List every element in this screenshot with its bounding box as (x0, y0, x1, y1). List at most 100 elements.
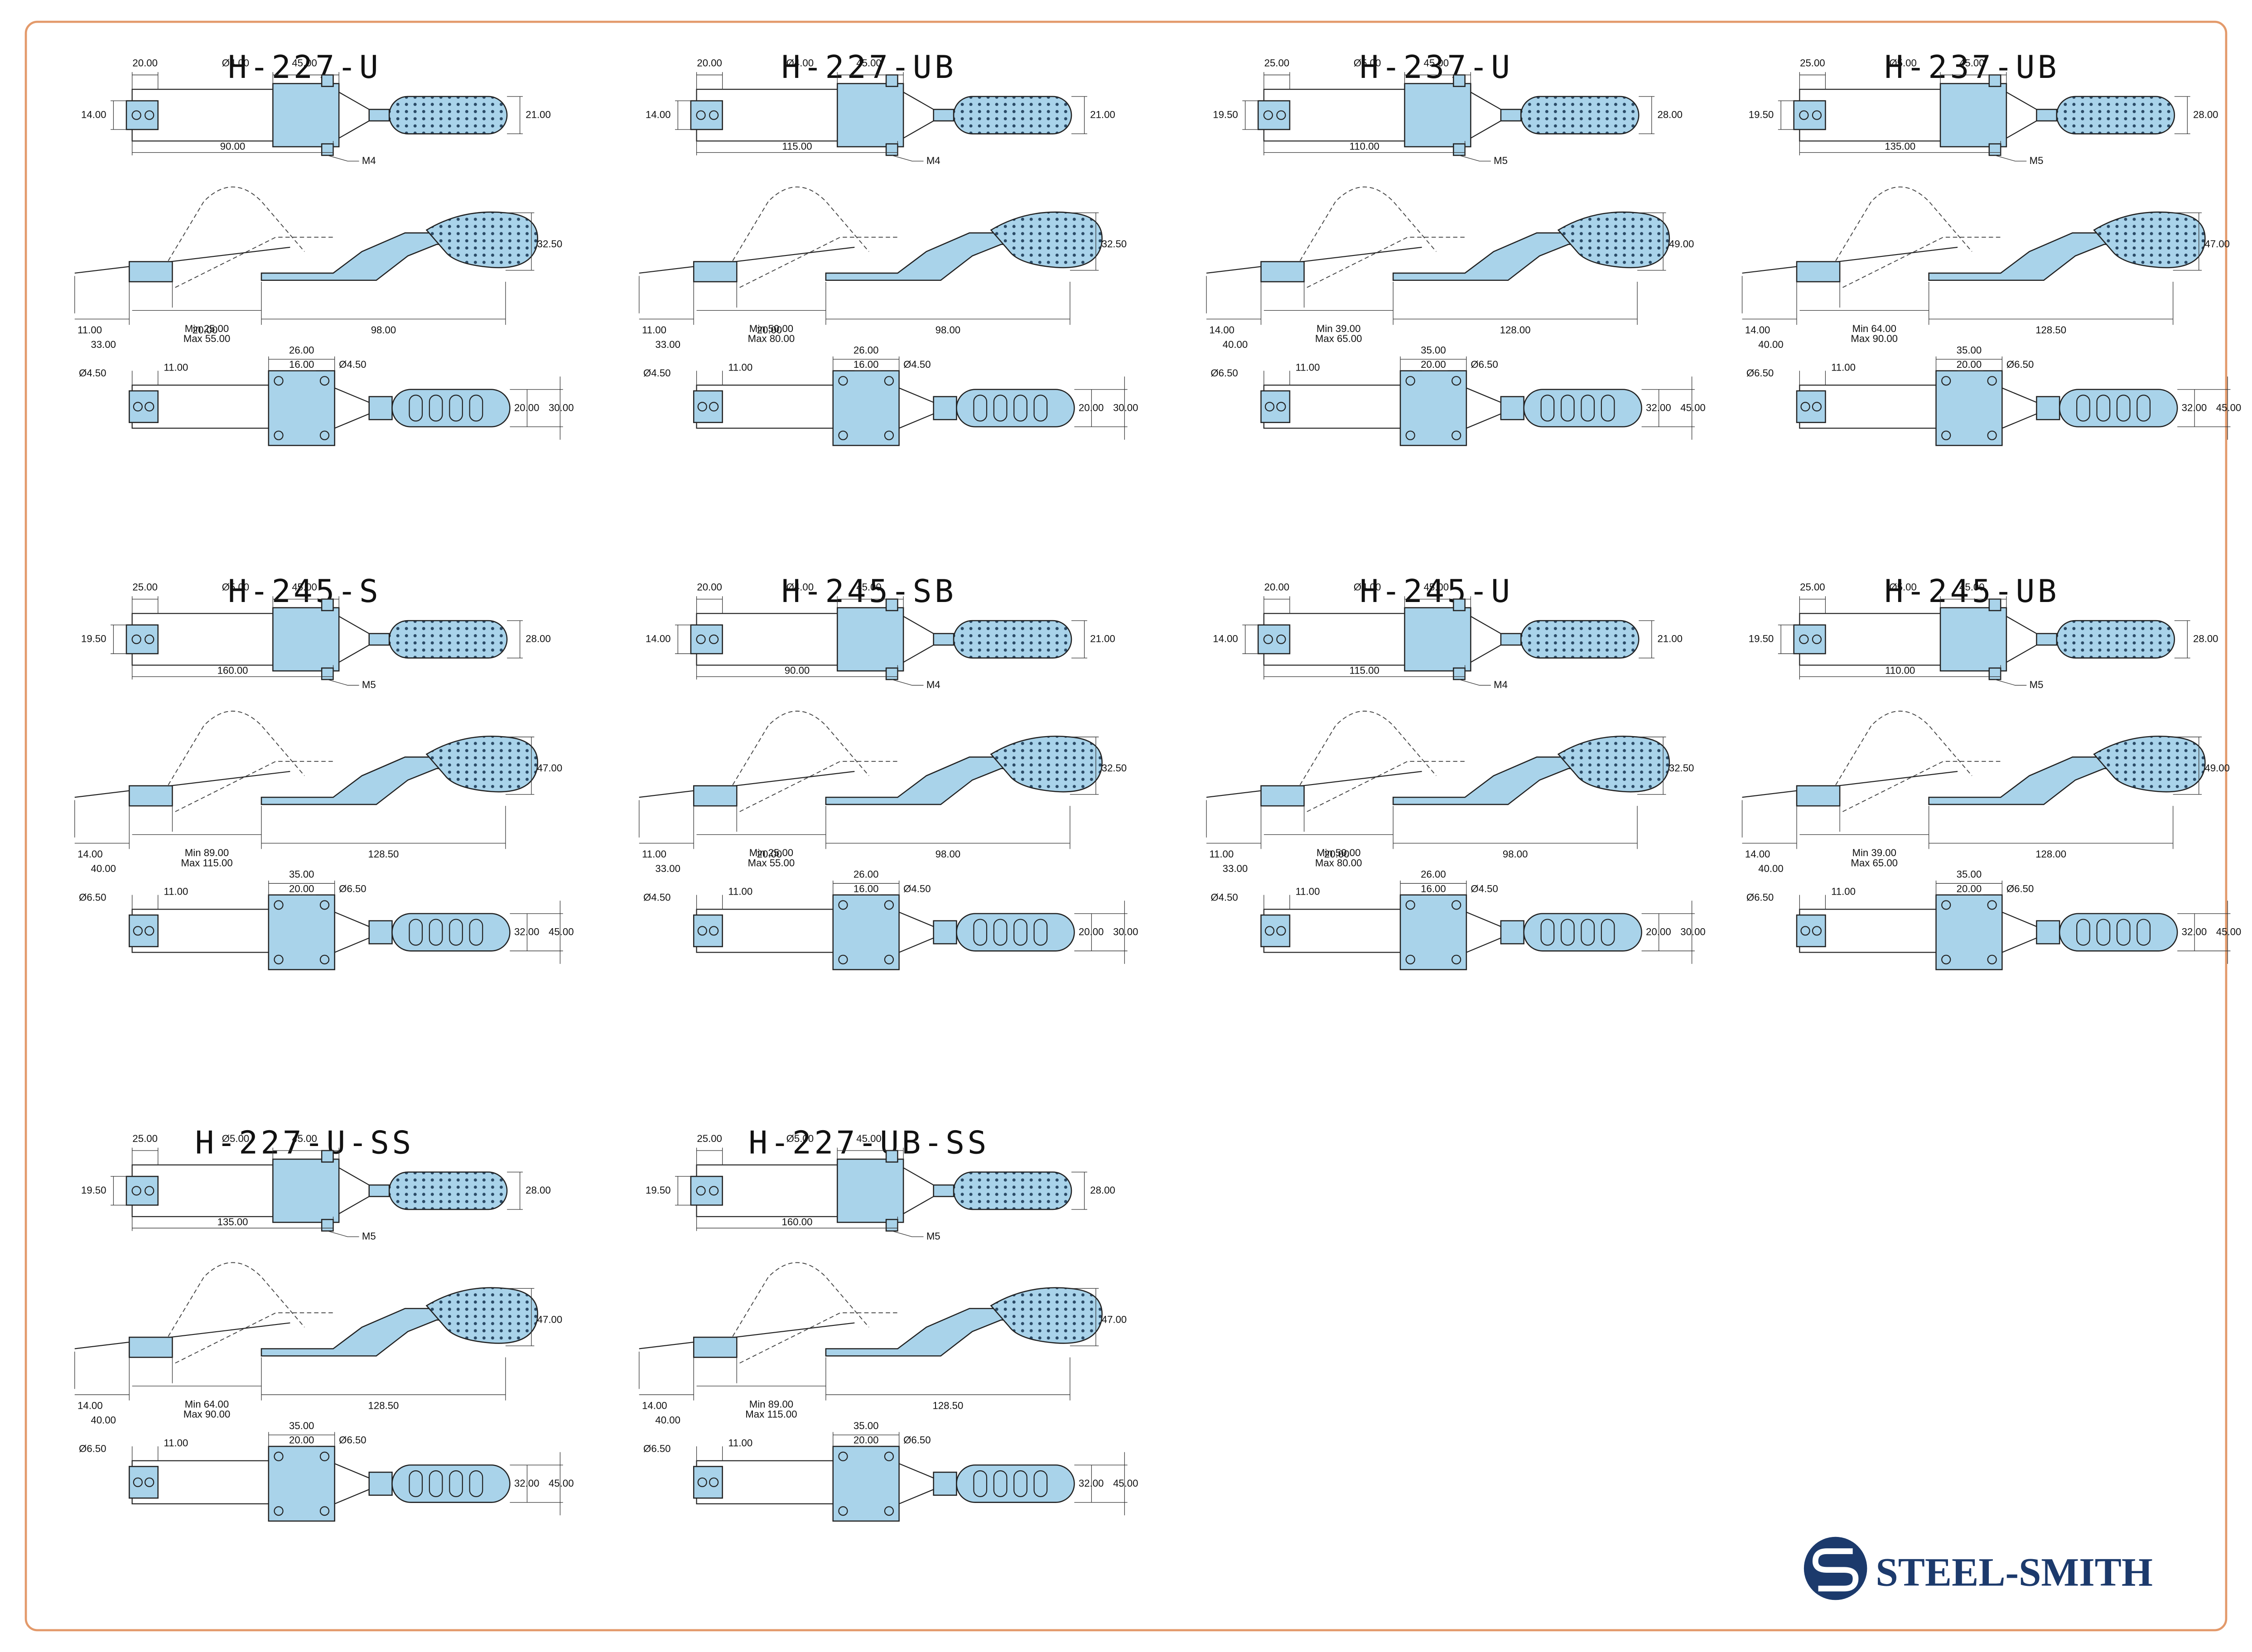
dimension-label: 45.00 (549, 926, 574, 937)
dimension-label: 20.00 (289, 883, 314, 894)
dimension-label: 20.00 (1646, 926, 1671, 937)
dimension-label: Ø6.50 (1746, 891, 1774, 903)
dimension-label: 98.00 (936, 324, 961, 336)
dimension-label: 26.00 (854, 869, 879, 880)
dimension-label: M5 (2030, 155, 2044, 166)
dimension-label: M4 (362, 155, 376, 166)
dimension-label: Ø4.00 (786, 582, 814, 593)
dimension-label: 45.00 (1113, 1478, 1138, 1489)
dimension-label: 45.00 (2216, 926, 2242, 937)
top-view (1777, 595, 2191, 686)
logo-text: STEEL-SMITH (1876, 1551, 2153, 1595)
dimension-label: 28.00 (1090, 1185, 1115, 1196)
product-card: H-227-UB 20.00 Ø4.00 45.00 14.00 21.00 115.00 M… (638, 49, 1138, 446)
dimension-label: 30.00 (1113, 402, 1138, 413)
dimension-label: 90.00 (220, 140, 246, 152)
dimension-label: 19.50 (81, 1185, 106, 1196)
dimension-label: 128.00 (1500, 324, 1531, 336)
dimension-label: Min 89.00 (185, 847, 229, 858)
dimension-label: 110.00 (1350, 140, 1379, 152)
dimension-label: 20.00 (1324, 848, 1350, 860)
dimension-label: M5 (1494, 155, 1508, 166)
product-title: H-227-UB-SS (748, 1124, 989, 1161)
dimension-label: 32.50 (1102, 762, 1127, 774)
dimension-label: 45.00 (292, 582, 317, 593)
dimension-label: 11.00 (164, 1437, 188, 1449)
dimension-label: 14.00 (646, 633, 671, 645)
side-view (638, 186, 1103, 326)
dimension-label: 128.50 (368, 1400, 399, 1411)
dimension-label: 135.00 (1885, 140, 1915, 152)
dimension-label: 11.00 (642, 324, 666, 336)
side-view (1741, 710, 2206, 850)
dimension-label: 47.00 (537, 762, 563, 774)
dimension-label: 28.00 (526, 1185, 551, 1196)
dimension-label: Ø6.50 (1210, 367, 1238, 379)
dimension-label: Min 39.00 (1852, 847, 1896, 858)
dimension-label: 20.00 (514, 402, 540, 413)
dimension-label: 30.00 (1113, 926, 1138, 937)
dimension-label: 25.00 (697, 1133, 722, 1144)
top-view (674, 595, 1088, 686)
dimension-label: Max 55.00 (183, 333, 231, 344)
dimension-label: 11.00 (1831, 362, 1856, 373)
dimension-label: 20.00 (289, 1435, 314, 1446)
product-title: H-227-UB (781, 49, 957, 86)
side-view (638, 710, 1103, 850)
dimension-label: Max 90.00 (1851, 333, 1898, 344)
side-view (74, 710, 538, 850)
side-view (1741, 186, 2206, 326)
product-title: H-245-U (1360, 573, 1513, 610)
dimension-label: M4 (1494, 679, 1508, 690)
dimension-label: Min 25.00 (749, 847, 793, 858)
dimension-label: 115.00 (1350, 665, 1379, 676)
dimension-label: Ø6.50 (1471, 359, 1498, 370)
dimension-label: 33.00 (655, 863, 680, 874)
dimension-label: 47.00 (1102, 1314, 1127, 1325)
dimension-label: 45.00 (1959, 57, 1985, 68)
dimension-label: Ø4.50 (1210, 891, 1238, 903)
dimension-label: 45.00 (292, 57, 317, 68)
dimension-label: Min 64.00 (185, 1398, 229, 1410)
dimension-label: 32.50 (1669, 762, 1694, 774)
dimension-label: 45.00 (856, 582, 882, 593)
product-card: H-245-SB 20.00 Ø4.00 45.00 14.00 21.00 90.00 M4… (638, 573, 1138, 970)
dimension-label: 32.00 (2182, 402, 2207, 413)
logo: STEEL-SMITH (1804, 1536, 2153, 1600)
dimension-label: 21.00 (1090, 109, 1115, 120)
dimension-label: 14.00 (642, 1400, 667, 1411)
dimension-label: 20.00 (1421, 359, 1446, 370)
dimension-label: 20.00 (1264, 582, 1290, 593)
side-view (1206, 186, 1670, 326)
dimension-label: 45.00 (1424, 582, 1449, 593)
dimension-label: 47.00 (537, 1314, 563, 1325)
product-title: H-237-U (1360, 49, 1513, 86)
top-view (110, 1147, 524, 1238)
dimension-label: M4 (926, 679, 940, 690)
dimension-label: 11.00 (164, 886, 188, 897)
dimension-label: M5 (362, 679, 376, 690)
dimension-label: 25.00 (132, 1133, 158, 1144)
dimension-label: Ø4.00 (786, 57, 814, 68)
dimension-label: 20.00 (1079, 926, 1104, 937)
dimension-label: 21.00 (1658, 633, 1683, 645)
dimension-label: 90.00 (785, 665, 810, 676)
product-title: H-237-UB (1884, 49, 2059, 86)
dimension-label: 45.00 (1680, 402, 1706, 413)
dimension-label: 135.00 (217, 1216, 248, 1228)
dimension-label: 49.00 (1669, 238, 1694, 250)
dimension-label: 128.00 (2035, 848, 2066, 860)
dimension-label: Min 25.00 (185, 323, 229, 334)
dimension-label: Ø6.50 (2006, 359, 2034, 370)
dimension-label: Min 50.00 (1316, 847, 1360, 858)
dimension-label: 11.00 (164, 362, 188, 373)
dimension-label: 32.50 (1102, 238, 1127, 250)
dimension-label: 30.00 (1680, 926, 1706, 937)
dimension-label: M5 (926, 1231, 940, 1242)
dimension-label: 26.00 (289, 344, 314, 356)
dimension-label: 19.50 (81, 633, 106, 645)
dimension-label: Max 55.00 (748, 857, 795, 868)
product-card: H-245-S 25.00 Ø5.00 45.00 19.50 28.00 160.00 M5… (74, 573, 574, 970)
dimension-label: 45.00 (856, 1133, 882, 1144)
